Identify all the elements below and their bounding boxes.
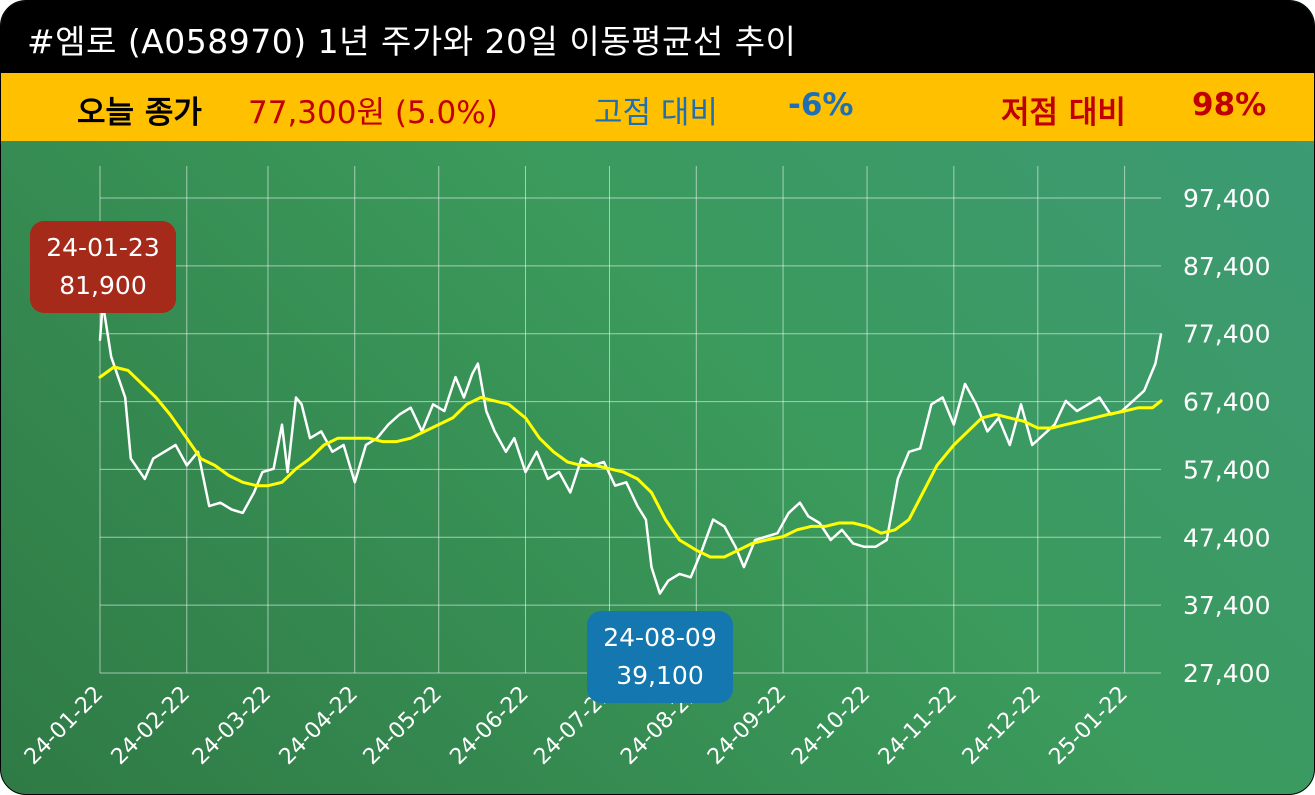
y-tick-label: 47,400	[1183, 523, 1270, 552]
moving-average-line	[98, 365, 1163, 559]
title-bar: #엠로 (A058970) 1년 주가와 20일 이동평균선 추이	[1, 1, 1314, 73]
y-tick-label: 97,400	[1183, 184, 1270, 213]
close-value: 77,300원 (5.0%)	[248, 95, 498, 131]
x-tick-label: 24-11-22	[874, 682, 962, 770]
x-tick-label: 24-12-22	[958, 682, 1046, 770]
high-compare-value: -6%	[788, 87, 854, 123]
high-annotation-value: 81,900	[59, 271, 147, 300]
y-tick-label: 27,400	[1183, 659, 1270, 688]
low-annotation: 24-08-09 39,100	[587, 611, 733, 703]
y-tick-label: 77,400	[1183, 320, 1270, 349]
x-tick-label: 25-01-22	[1045, 682, 1133, 770]
chart-title: #엠로 (A058970) 1년 주가와 20일 이동평균선 추이	[27, 22, 797, 61]
x-tick-label: 24-02-22	[107, 682, 195, 770]
close-label: 오늘 종가	[77, 95, 202, 131]
low-compare-label: 저점 대비	[1001, 95, 1126, 131]
stats-bar: 오늘 종가 77,300원 (5.0%) 고점 대비 -6% 저점 대비 98%	[1, 73, 1314, 141]
price-line	[98, 301, 1163, 595]
high-compare-label: 고점 대비	[594, 95, 718, 131]
y-tick-label: 87,400	[1183, 252, 1270, 281]
high-annotation: 24-01-23 81,900	[30, 221, 176, 313]
low-compare-value: 98%	[1192, 87, 1267, 123]
y-tick-label: 57,400	[1183, 455, 1270, 484]
x-tick-label: 24-10-22	[787, 682, 875, 770]
x-tick-label: 24-05-22	[359, 682, 447, 770]
y-tick-label: 67,400	[1183, 388, 1270, 417]
x-tick-label: 24-01-22	[20, 682, 108, 770]
x-tick-label: 24-03-22	[188, 682, 276, 770]
x-tick-label: 24-04-22	[275, 682, 363, 770]
x-tick-label: 24-06-22	[445, 682, 533, 770]
high-annotation-date: 24-01-23	[46, 233, 160, 262]
low-annotation-date: 24-08-09	[603, 623, 717, 652]
y-tick-label: 37,400	[1183, 591, 1270, 620]
low-annotation-value: 39,100	[616, 661, 704, 690]
